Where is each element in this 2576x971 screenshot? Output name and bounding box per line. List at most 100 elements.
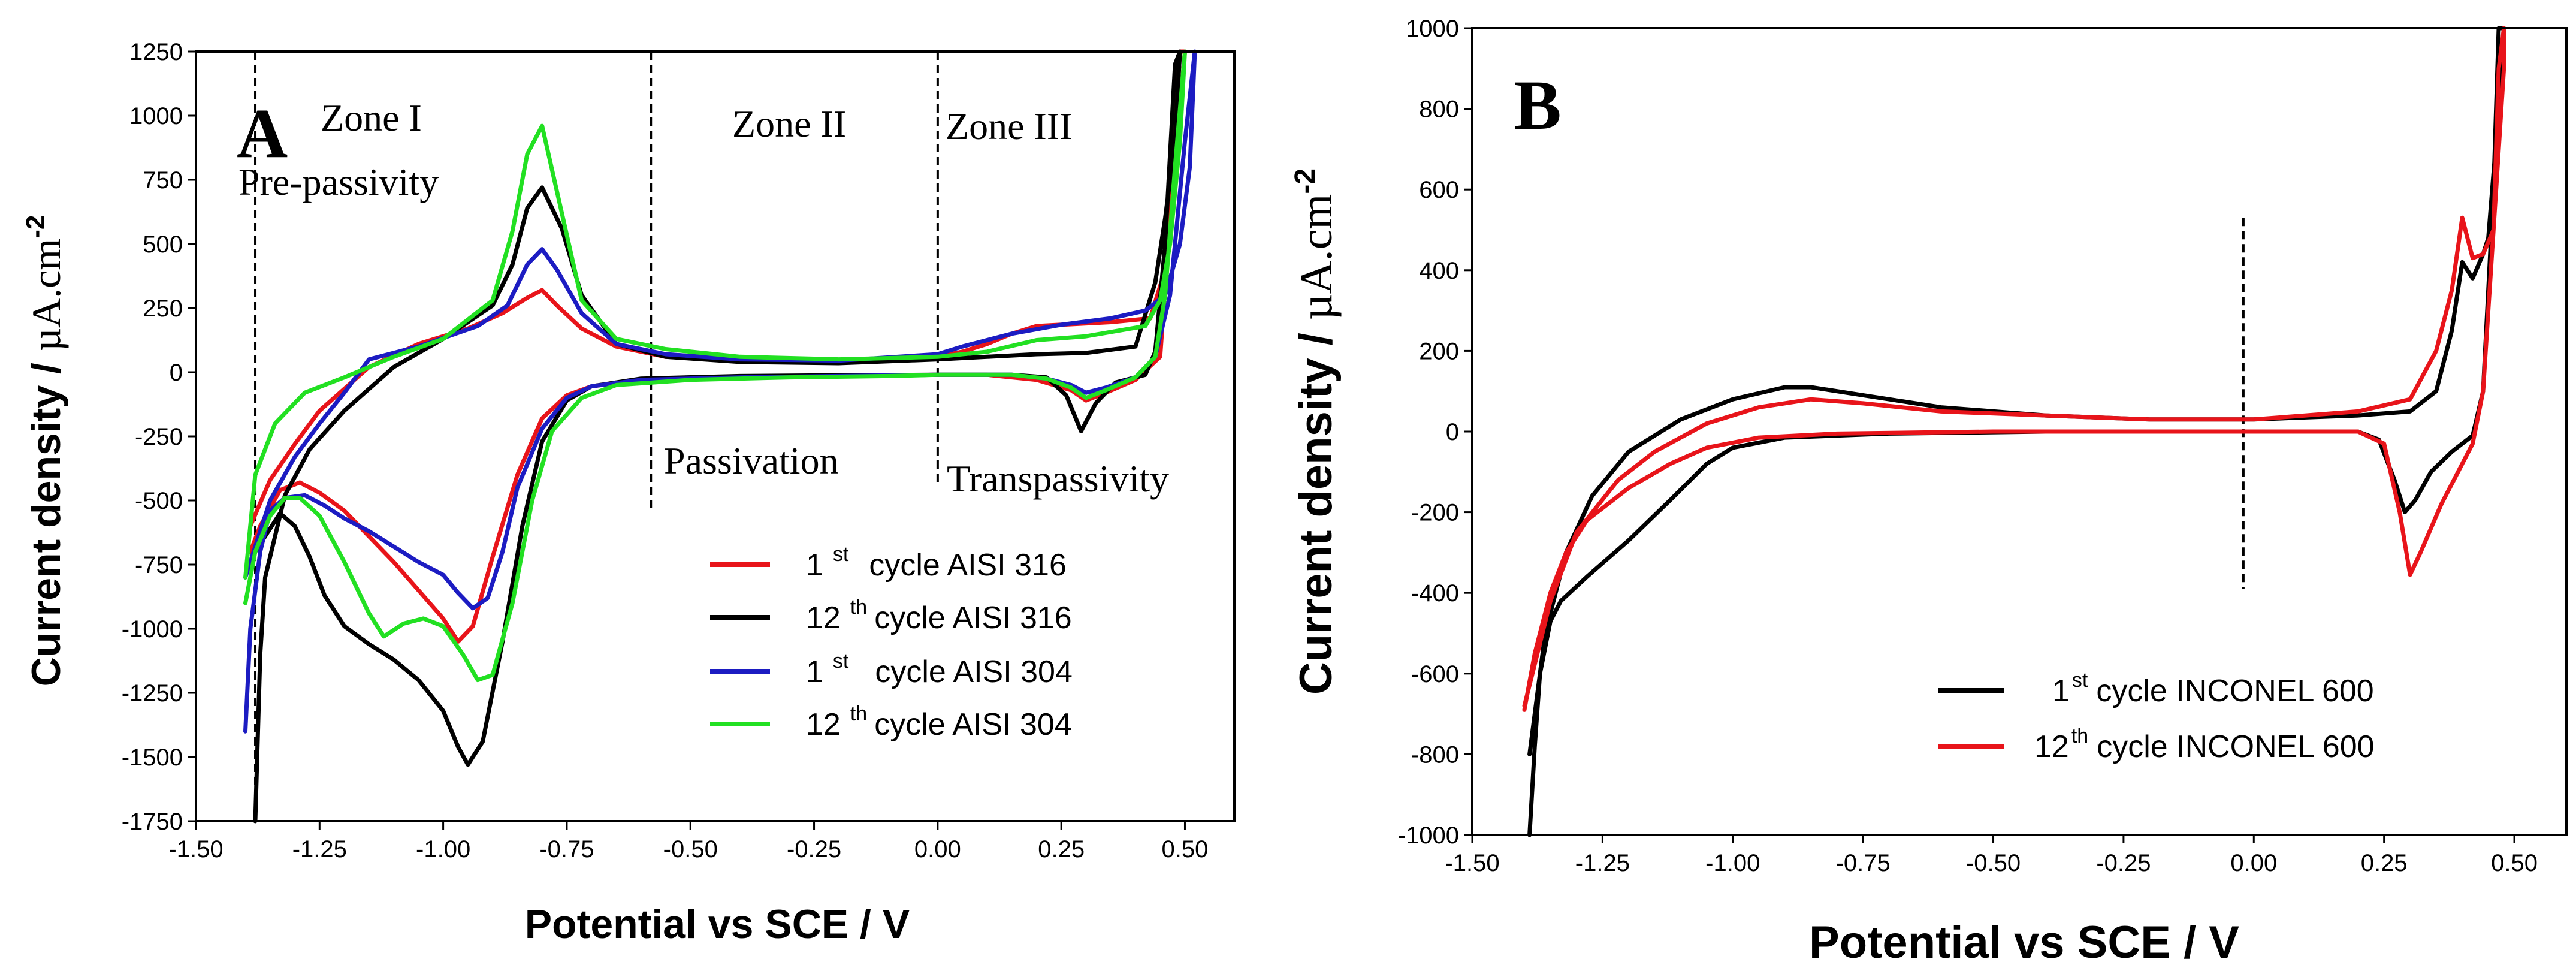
x-tick-label: -1.25 [1575, 850, 1630, 876]
panel-b-y-title-main: Current density / [1291, 320, 1342, 695]
y-tick-label: 0 [1446, 419, 1459, 445]
legend-a-post: cycle AISI 304 [875, 655, 1073, 689]
legend-a-pre: 1 [806, 548, 823, 583]
legend-a-pre: 12 [806, 601, 841, 635]
panel-a: -1.50 -1.25 -1.00 -0.75 -0.50 -0.25 0.00 0.25 0.… [21, 39, 1236, 947]
x-tick-label: -0.50 [1966, 850, 2021, 876]
panel-b-axis-ticks: -1.50 -1.25 -1.00 -0.75 -0.50 -0.25 0.00 0.25 0.… [1398, 16, 2538, 876]
x-tick-label: -0.25 [787, 836, 841, 863]
panel-b-y-title-exp: -2 [1289, 168, 1321, 194]
panel-a-y-title-exp: -2 [21, 215, 50, 239]
legend-b-post: cycle INCONEL 600 [2096, 674, 2373, 708]
legend-b-pre: 12 [2034, 729, 2069, 764]
x-tick-label: 0.25 [1038, 836, 1085, 863]
x-tick-label: -0.50 [663, 836, 718, 863]
x-tick-label: -0.25 [2096, 850, 2151, 876]
legend-a-post: cycle AISI 316 [874, 601, 1072, 635]
legend-a-post: cycle AISI 304 [874, 707, 1072, 742]
pre-passivity-label: Pre-passivity [238, 161, 439, 203]
panel-a-y-title-unit: µA.cm [23, 239, 69, 351]
y-tick-label: 1000 [129, 103, 183, 129]
y-tick-label: -1750 [122, 809, 183, 835]
panel-a-plot-frame [195, 50, 1236, 822]
legend-a-label: 1 st cycle AISI 316 [806, 543, 1067, 583]
x-tick-label: -1.25 [292, 836, 347, 863]
x-tick-label: 0.00 [2230, 850, 2277, 876]
y-tick-label: 750 [143, 167, 183, 194]
transpassivity-label: Transpassivity [947, 457, 1169, 500]
x-tick-label: 0.50 [1162, 836, 1209, 863]
y-tick-label: -500 [135, 488, 183, 514]
y-tick-label: -250 [135, 424, 183, 450]
passivation-label: Passivation [664, 439, 839, 482]
panel-a-series [243, 49, 1197, 824]
legend-b-post: cycle INCONEL 600 [2097, 729, 2374, 764]
series-line [1522, 26, 2506, 712]
legend-b-pre: 1 [2052, 674, 2070, 708]
legend-a-label: 12 th cycle AISI 316 [806, 596, 1072, 635]
y-tick-label: 0 [170, 360, 183, 386]
y-tick-label: 600 [1419, 177, 1459, 203]
series-line [243, 49, 1187, 683]
legend-a-item: 12 th cycle AISI 304 [710, 702, 1072, 742]
panel-a-zone-dividers [254, 52, 939, 821]
y-tick-label: 1250 [129, 39, 183, 65]
legend-a-item: 12 th cycle AISI 316 [710, 596, 1072, 635]
y-tick-label: 250 [143, 295, 183, 322]
legend-b-sup: st [2072, 669, 2088, 692]
zone-2-label: Zone II [732, 102, 846, 145]
y-tick-label: -800 [1411, 741, 1459, 768]
zone-3-label: Zone III [946, 105, 1072, 147]
panel-b: -1.50 -1.25 -1.00 -0.75 -0.50 -0.25 0.00 0.25 0.… [1289, 16, 2568, 968]
x-tick-label: 0.25 [2361, 850, 2408, 876]
y-tick-label: 800 [1419, 97, 1459, 123]
legend-a-sup: th [850, 596, 867, 619]
x-tick-label: -1.50 [168, 836, 223, 863]
y-tick-label: -400 [1411, 580, 1459, 607]
x-tick-label: 0.50 [2491, 850, 2538, 876]
panel-a-y-title-main: Current density / [23, 351, 69, 686]
y-tick-label: -1250 [122, 680, 183, 707]
y-tick-label: -1000 [1398, 822, 1459, 849]
legend-a-sup: st [833, 650, 849, 673]
panel-b-plot-frame [1471, 27, 2568, 836]
panel-a-axis-ticks: -1.50 -1.25 -1.00 -0.75 -0.50 -0.25 0.00 0.25 0.… [122, 39, 1209, 863]
y-tick-label: 500 [143, 231, 183, 258]
legend-b-sup: th [2071, 725, 2088, 747]
legend-a-sup: st [833, 543, 849, 566]
y-tick-label: 400 [1419, 258, 1459, 284]
legend-a-pre: 12 [806, 707, 841, 742]
panel-b-series [1522, 26, 2506, 837]
legend-a-post: cycle AISI 316 [869, 548, 1067, 583]
x-tick-label: -0.75 [1836, 850, 1891, 876]
legend-a-sup: th [850, 702, 867, 725]
x-tick-label: 0.00 [914, 836, 961, 863]
y-tick-label: -1000 [122, 616, 183, 643]
y-tick-label: -1500 [122, 744, 183, 771]
y-tick-label: 200 [1419, 338, 1459, 364]
panel-a-x-axis-title: Potential vs SCE / V [525, 901, 910, 947]
panel-b-letter: B [1514, 66, 1562, 144]
panel-b-y-axis-title: Current density / µA.cm-2 [1289, 168, 1342, 695]
y-tick-label: -750 [135, 552, 183, 578]
legend-a-item: 1 st cycle AISI 316 [710, 543, 1067, 583]
legend-a-label: 12 th cycle AISI 304 [806, 702, 1072, 742]
y-tick-label: 1000 [1406, 16, 1459, 42]
y-tick-label: -200 [1411, 500, 1459, 526]
legend-a-pre: 1 [806, 655, 823, 689]
x-tick-label: -1.00 [1705, 850, 1760, 876]
x-tick-label: -1.00 [416, 836, 470, 863]
zone-1-label: Zone I [321, 97, 422, 139]
legend-a-label: 1 st cycle AISI 304 [806, 650, 1073, 689]
panel-b-y-title-unit: µA.cm [1291, 194, 1342, 321]
panel-b-x-axis-title: Potential vs SCE / V [1809, 917, 2239, 968]
panel-a-y-axis-title: Current density / µA.cm-2 [21, 215, 69, 687]
panel-a-letter: A [237, 94, 288, 173]
